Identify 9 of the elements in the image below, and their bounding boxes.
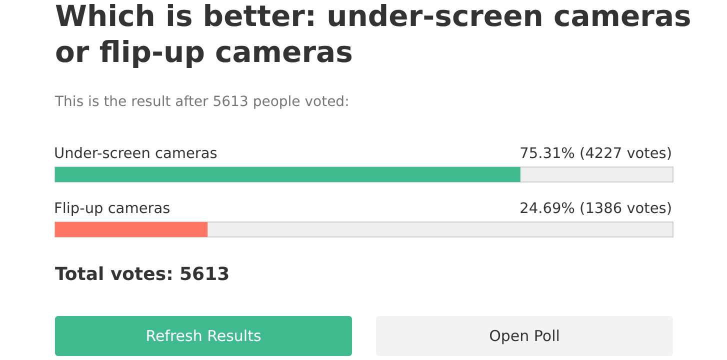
chart-title: Which is better: under-screen cameras or flip-up cameras <box>55 0 692 70</box>
text: Open Poll <box>376 316 673 356</box>
text: Total votes: 5613 <box>55 264 230 285</box>
data-label: 75.31% (4227 votes) <box>520 146 672 162</box>
y-tick-label: Under-screen cameras <box>54 146 218 162</box>
chart-subtitle: This is the result after 5613 people voted: <box>55 94 350 110</box>
y-tick-label: Flip-up cameras <box>54 201 170 217</box>
text: Refresh Results <box>55 316 352 356</box>
data-label: 24.69% (1386 votes) <box>520 201 672 217</box>
